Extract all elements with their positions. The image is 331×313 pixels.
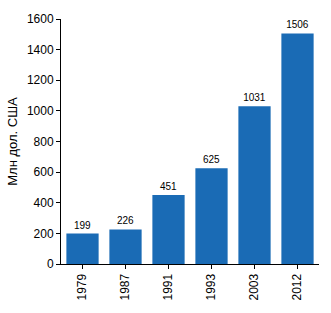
svg-text:0: 0 bbox=[47, 257, 54, 271]
svg-text:1979: 1979 bbox=[75, 273, 89, 300]
svg-text:1987: 1987 bbox=[118, 273, 132, 300]
svg-text:1600: 1600 bbox=[27, 12, 54, 26]
svg-text:451: 451 bbox=[160, 181, 177, 192]
svg-text:625: 625 bbox=[203, 154, 220, 165]
svg-text:1000: 1000 bbox=[27, 104, 54, 118]
svg-text:Млн дол. США: Млн дол. США bbox=[5, 97, 20, 186]
svg-text:226: 226 bbox=[117, 215, 134, 226]
svg-text:1200: 1200 bbox=[27, 73, 54, 87]
svg-text:2003: 2003 bbox=[247, 273, 261, 300]
svg-text:800: 800 bbox=[34, 135, 54, 149]
svg-text:1031: 1031 bbox=[243, 92, 266, 103]
svg-text:400: 400 bbox=[34, 196, 54, 210]
svg-text:199: 199 bbox=[74, 220, 91, 231]
svg-text:1991: 1991 bbox=[161, 273, 175, 300]
svg-text:1506: 1506 bbox=[286, 19, 309, 30]
svg-text:1400: 1400 bbox=[27, 43, 54, 57]
svg-text:1993: 1993 bbox=[204, 273, 218, 300]
svg-text:200: 200 bbox=[34, 227, 54, 241]
svg-text:600: 600 bbox=[34, 165, 54, 179]
svg-text:2012: 2012 bbox=[290, 273, 304, 300]
